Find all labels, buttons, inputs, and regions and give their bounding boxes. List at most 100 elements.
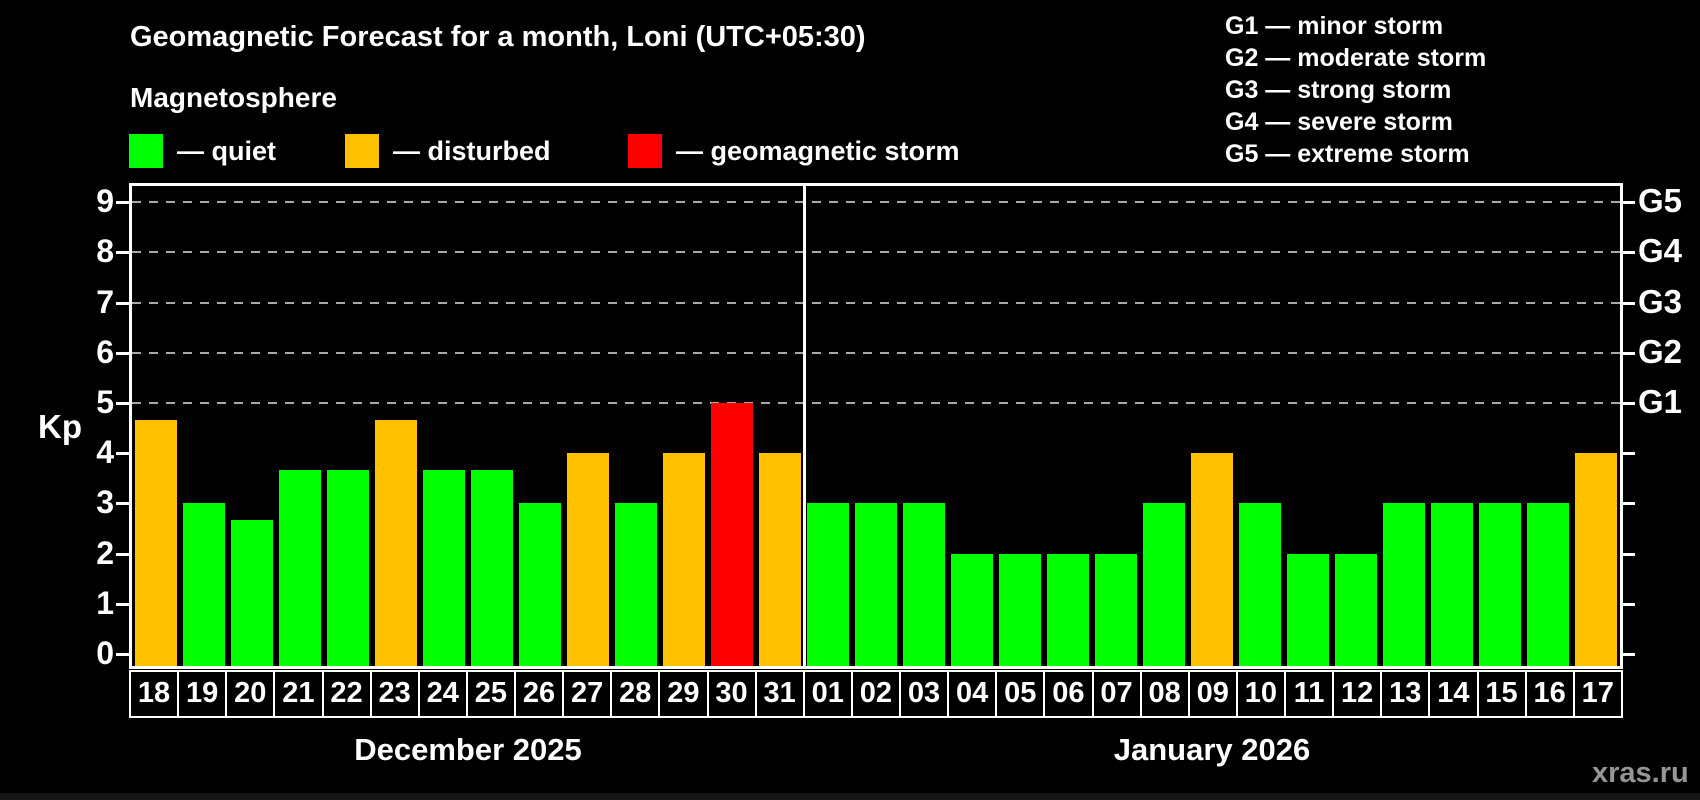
kp-bar-day-19 [183,503,225,666]
disturbed-color-swatch [345,134,379,168]
legend-label-storm: — geomagnetic storm [676,135,960,166]
storm-scale-legend: G1 — minor storm G2 — moderate storm G3 … [1225,10,1486,170]
storm-scale-g5: G5 — extreme storm [1225,140,1470,168]
kp-bar-day-06 [1047,553,1089,666]
left-tick-kp3 [116,502,129,506]
kp-bar-day-10 [1239,503,1281,666]
kp-bar-day-28 [615,503,657,666]
kp-bar-day-12 [1335,553,1377,666]
date-cell-18: 18 [129,670,180,718]
kp-bar-day-16 [1527,503,1569,666]
kp-bar-day-23 [375,419,417,666]
left-tick-kp5 [116,402,129,405]
kp-bar-day-15 [1479,503,1521,666]
kp-axis-label: Kp [38,408,82,445]
date-cell-05: 05 [995,670,1046,718]
left-tick-kp9 [116,201,129,205]
y-tick-label-9: 9 [96,183,114,220]
date-cell-10: 10 [1235,670,1286,718]
left-tick-kp4 [116,452,129,456]
kp-bar-day-04 [951,553,993,666]
date-cell-30: 30 [706,670,757,718]
date-cell-20: 20 [225,670,276,718]
date-cell-01: 01 [802,670,853,718]
date-cell-27: 27 [562,670,613,718]
date-cell-31: 31 [754,670,805,718]
gridline-kp9 [132,201,1620,204]
month-divider [802,186,806,666]
gridline-kp6 [132,351,1620,354]
right-tick-kp8 [1622,251,1635,255]
date-cell-16: 16 [1524,670,1575,718]
kp-bar-day-07 [1095,553,1137,666]
quiet-color-swatch [129,134,163,168]
kp-bar-day-27 [567,453,609,666]
right-tick-kp1 [1622,602,1635,606]
left-tick-kp0 [116,653,129,656]
date-cell-24: 24 [417,670,468,718]
kp-bar-day-03 [903,503,945,666]
y-tick-label-7: 7 [96,283,114,320]
chart-title: Geomagnetic Forecast for a month, Loni (… [130,21,866,53]
left-tick-kp2 [116,552,129,556]
legend-item-disturbed: — disturbed [345,134,551,168]
date-cell-17: 17 [1572,670,1623,718]
date-cell-07: 07 [1091,670,1142,718]
left-tick-kp8 [116,251,129,255]
kp-bar-day-26 [519,503,561,666]
right-axis-label-g1: G1 [1638,383,1683,420]
kp-bar-day-08 [1143,503,1185,666]
date-cell-02: 02 [850,670,901,718]
y-tick-label-4: 4 [96,434,114,471]
kp-bar-day-01 [807,503,849,666]
kp-bar-day-30 [711,403,753,666]
storm-scale-g1: G1 — minor storm [1225,12,1444,40]
kp-bar-day-02 [855,503,897,666]
date-cell-12: 12 [1332,670,1383,718]
kp-bar-day-25 [471,469,513,666]
date-cell-26: 26 [514,670,565,718]
date-cell-13: 13 [1380,670,1431,718]
date-cell-19: 19 [177,670,228,718]
storm-scale-g4: G4 — severe storm [1225,108,1453,136]
kp-bar-day-05 [999,553,1041,666]
storm-scale-g2: G2 — moderate storm [1225,44,1487,72]
date-cell-11: 11 [1284,670,1335,718]
y-tick-label-2: 2 [96,534,114,571]
date-cell-23: 23 [369,670,420,718]
right-tick-kp3 [1622,502,1635,506]
date-cell-22: 22 [321,670,372,718]
kp-bar-day-31 [759,453,801,666]
date-cell-03: 03 [899,670,950,718]
date-cell-29: 29 [658,670,709,718]
left-tick-kp1 [116,602,129,606]
month-label-december: December 2025 [354,732,582,767]
date-cell-15: 15 [1476,670,1527,718]
left-tick-kp7 [116,301,129,305]
kp-bar-day-24 [423,469,465,666]
kp-bar-day-20 [231,519,273,666]
right-axis-label-g2: G2 [1638,332,1683,370]
legend-label-disturbed: — disturbed [393,135,551,166]
date-cell-25: 25 [465,670,516,718]
left-tick-kp6 [116,351,129,355]
storm-color-swatch [628,134,662,168]
y-tick-label-6: 6 [96,333,114,370]
legend-item-quiet: — quiet [129,134,276,168]
y-tick-label-1: 1 [96,584,114,621]
kp-bar-day-14 [1431,503,1473,666]
gridline-kp7 [132,301,1620,304]
date-cell-14: 14 [1428,670,1479,718]
date-cell-04: 04 [947,670,998,718]
chart-subtitle: Magnetosphere [130,82,337,113]
kp-bar-day-18 [135,419,177,666]
right-tick-kp6 [1622,351,1635,355]
right-axis-label-g5: G5 [1638,182,1683,220]
kp-bar-day-11 [1287,553,1329,666]
legend-label-quiet: — quiet [177,135,276,166]
right-tick-kp0 [1622,653,1635,656]
gridline-kp8 [132,251,1620,254]
date-axis: 18 19 20 21 22 23 24 25 26 27 28 29 30 31 01 02 03 04 05 06… [129,670,1623,718]
storm-scale-g3: G3 — strong storm [1225,76,1452,104]
